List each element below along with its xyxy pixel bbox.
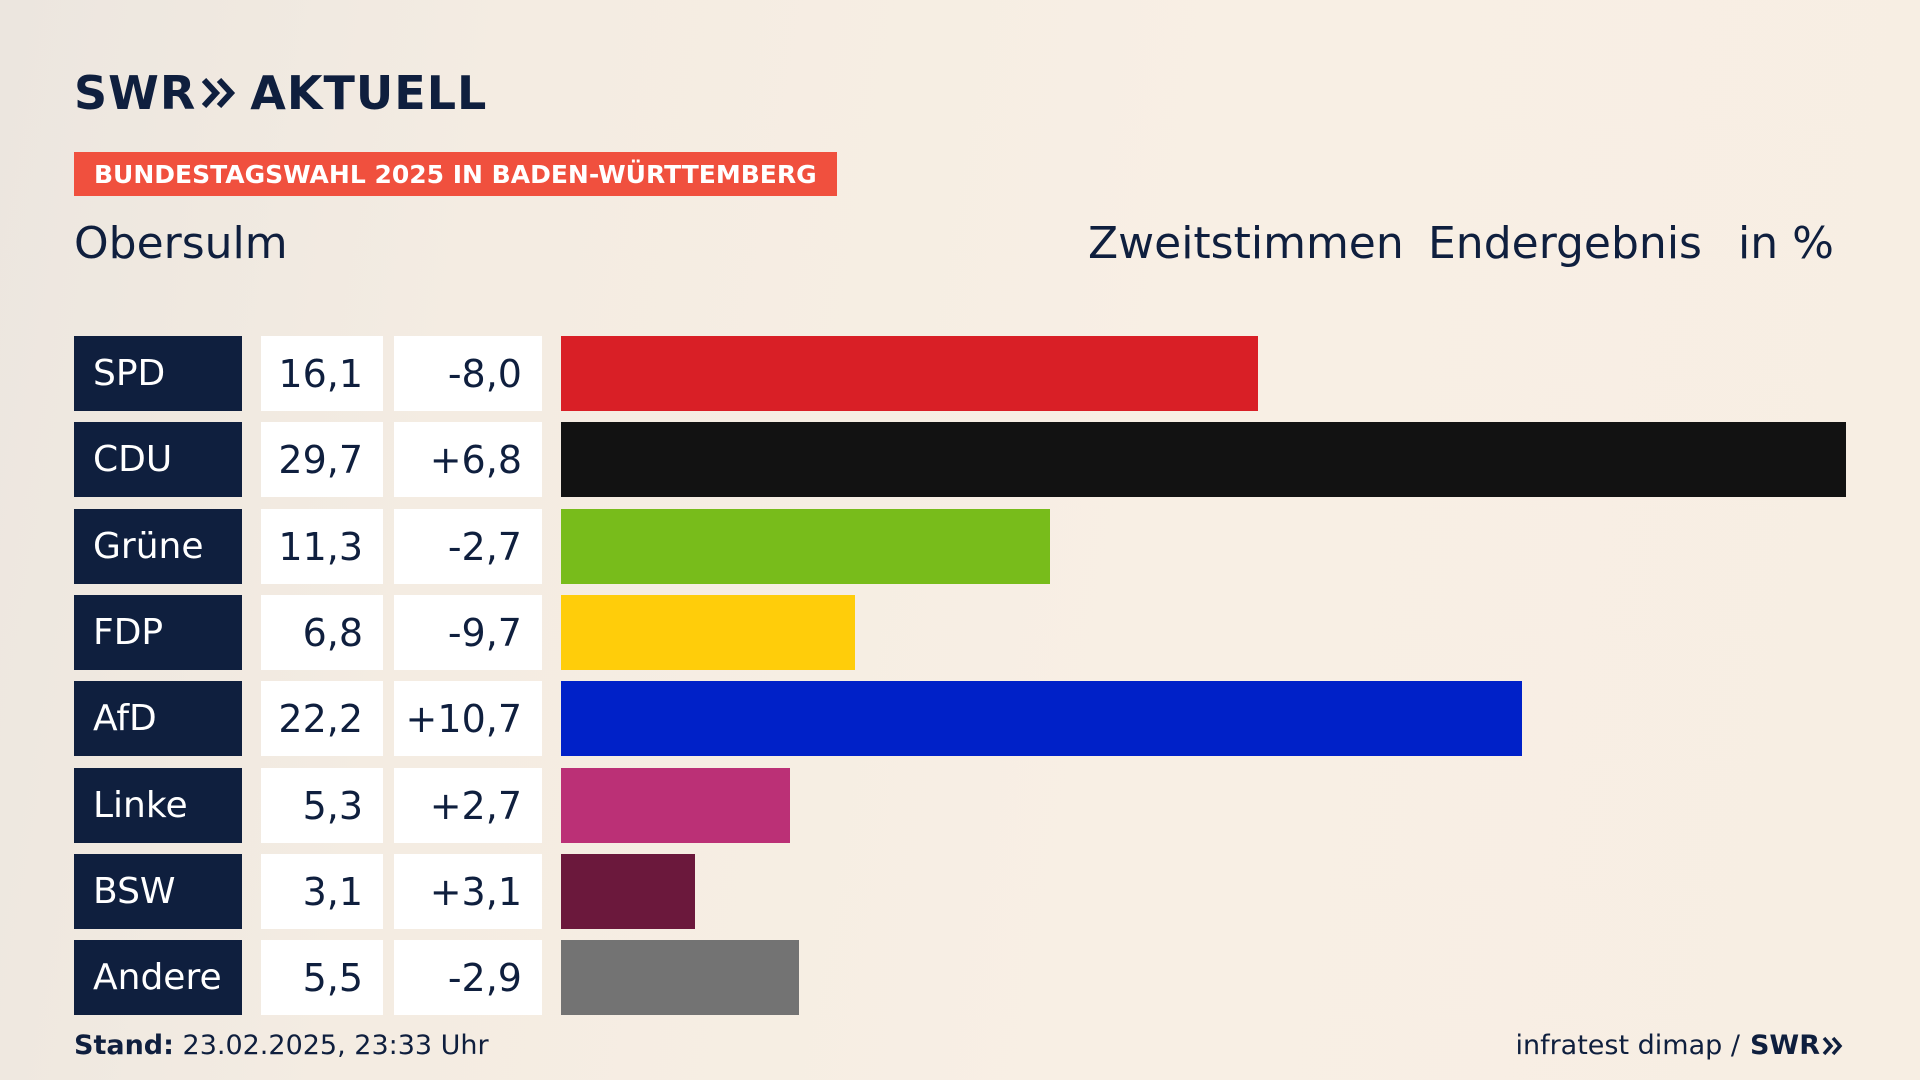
value-label: 22,2 — [261, 681, 383, 756]
source-text: infratest dimap / — [1515, 1030, 1740, 1061]
party-label: BSW — [74, 854, 242, 929]
stand-value: 23.02.2025, 23:33 Uhr — [182, 1030, 489, 1061]
source-brand: SWR — [1750, 1030, 1844, 1061]
value-label: 6,8 — [261, 595, 383, 670]
bar — [561, 509, 1050, 584]
bar — [561, 336, 1258, 411]
party-label: Linke — [74, 768, 242, 843]
region-title: Obersulm — [74, 218, 288, 269]
party-label: CDU — [74, 422, 242, 497]
party-label: AfD — [74, 681, 242, 756]
change-label: +2,7 — [394, 768, 542, 843]
source-brand-text: SWR — [1749, 1030, 1820, 1061]
table-row: FDP 6,8 -9,7 — [74, 595, 1846, 670]
stand-label: Stand: — [74, 1030, 174, 1061]
bar — [561, 854, 695, 929]
change-label: +6,8 — [394, 422, 542, 497]
bar — [561, 768, 790, 843]
logo-aktuell-text: AKTUELL — [250, 66, 488, 120]
vote-type-label: Zweitstimmen — [1088, 218, 1404, 269]
table-row: SPD 16,1 -8,0 — [74, 336, 1846, 411]
table-row: CDU 29,7 +6,8 — [74, 422, 1846, 497]
bar — [561, 940, 799, 1015]
unit-label: in % — [1738, 218, 1834, 269]
timestamp: Stand: 23.02.2025, 23:33 Uhr — [74, 1030, 489, 1061]
bar — [561, 595, 855, 670]
bar — [561, 681, 1522, 756]
table-row: Andere 5,5 -2,9 — [74, 940, 1846, 1015]
table-row: BSW 3,1 +3,1 — [74, 854, 1846, 929]
value-label: 5,3 — [261, 768, 383, 843]
change-label: -2,7 — [394, 509, 542, 584]
election-banner: BUNDESTAGSWAHL 2025 IN BADEN-WÜRTTEMBERG — [74, 152, 837, 196]
logo-swr-text: SWR — [74, 66, 197, 120]
change-label: -8,0 — [394, 336, 542, 411]
party-label: SPD — [74, 336, 242, 411]
table-row: Linke 5,3 +2,7 — [74, 768, 1846, 843]
party-label: Andere — [74, 940, 242, 1015]
result-type-label: Endergebnis — [1428, 218, 1702, 269]
swr-aktuell-logo: SWR AKTUELL — [74, 66, 487, 120]
mini-chevron-icon — [1822, 1036, 1843, 1055]
source-credit: infratest dimap / SWR — [1515, 1030, 1844, 1061]
change-label: -2,9 — [394, 940, 542, 1015]
bar — [561, 422, 1846, 497]
value-label: 11,3 — [261, 509, 383, 584]
value-label: 29,7 — [261, 422, 383, 497]
value-label: 5,5 — [261, 940, 383, 1015]
party-label: FDP — [74, 595, 242, 670]
value-label: 16,1 — [261, 336, 383, 411]
value-label: 3,1 — [261, 854, 383, 929]
double-chevron-icon — [202, 78, 236, 108]
change-label: +3,1 — [394, 854, 542, 929]
party-label: Grüne — [74, 509, 242, 584]
table-row: Grüne 11,3 -2,7 — [74, 509, 1846, 584]
change-label: -9,7 — [394, 595, 542, 670]
change-label: +10,7 — [394, 681, 542, 756]
table-row: AfD 22,2 +10,7 — [74, 681, 1846, 756]
